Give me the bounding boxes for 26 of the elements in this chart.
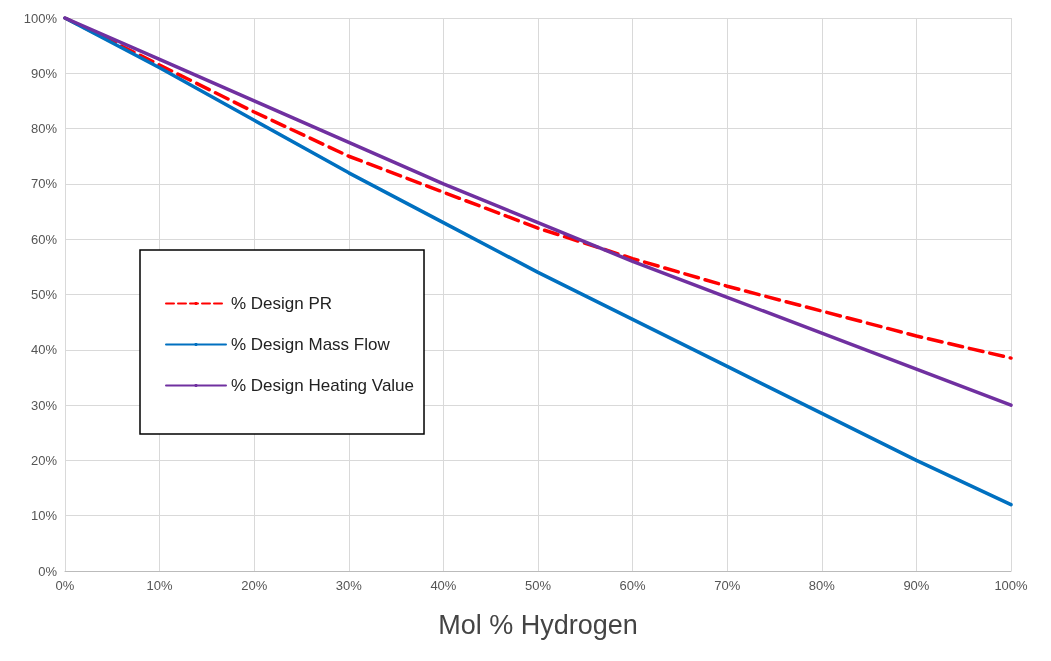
y-tick-label: 0% xyxy=(38,563,58,579)
y-tick-label: 50% xyxy=(30,287,58,302)
y-tick-label: 80% xyxy=(30,121,58,137)
legend-label: % Design PR xyxy=(231,294,333,313)
x-tick-label: 100% xyxy=(994,578,1029,593)
y-tick-label: 70% xyxy=(30,176,58,192)
x-tick-label: 40% xyxy=(430,578,457,593)
y-tick-label: 90% xyxy=(30,65,58,81)
x-tick-label: 60% xyxy=(619,578,647,593)
legend-label: % Design Mass Flow xyxy=(231,335,391,354)
x-tick-label: 20% xyxy=(241,578,268,593)
y-tick-label: 100% xyxy=(23,10,58,26)
y-tick-label: 10% xyxy=(30,508,58,524)
x-tick-label: 50% xyxy=(524,578,552,593)
x-tick-label: 80% xyxy=(808,578,836,593)
x-axis-title: Mol % Hydrogen xyxy=(438,609,638,640)
y-tick-label: 20% xyxy=(30,452,58,468)
legend-label: % Design Heating Value xyxy=(231,376,415,395)
x-tick-label: 70% xyxy=(714,578,741,593)
x-tick-label: 0% xyxy=(55,578,75,593)
y-tick-label: 30% xyxy=(30,397,58,413)
y-tick-label: 60% xyxy=(30,231,58,247)
x-tick-label: 10% xyxy=(146,578,174,593)
x-tick-label: 90% xyxy=(903,578,930,593)
x-tick-label: 30% xyxy=(335,578,363,593)
y-tick-label: 40% xyxy=(30,342,58,358)
